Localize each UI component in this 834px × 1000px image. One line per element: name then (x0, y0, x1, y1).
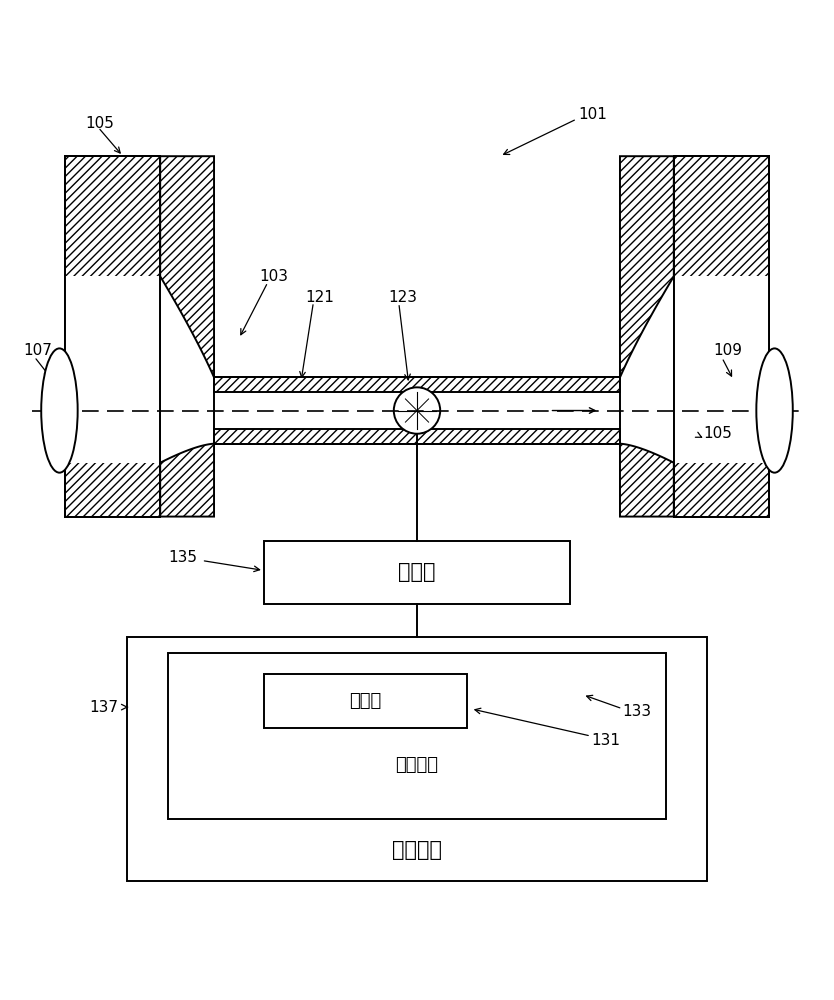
Text: 105: 105 (703, 426, 731, 441)
Text: 103: 103 (259, 269, 289, 284)
Text: 137: 137 (90, 700, 118, 715)
Bar (674, 156, 769, 517)
Polygon shape (160, 156, 214, 377)
Ellipse shape (41, 348, 78, 473)
Text: 121: 121 (305, 290, 334, 305)
Polygon shape (160, 444, 214, 517)
Text: 手持单元: 手持单元 (392, 840, 442, 860)
Text: 107: 107 (23, 343, 53, 358)
Polygon shape (620, 156, 674, 377)
Polygon shape (620, 444, 674, 517)
Bar (65, 156, 160, 517)
Text: 131: 131 (591, 733, 620, 748)
Bar (214, 377, 620, 392)
Text: 133: 133 (622, 704, 651, 719)
Circle shape (394, 387, 440, 434)
Text: 101: 101 (579, 107, 607, 122)
Bar (168, 653, 666, 819)
Bar (674, 276, 769, 463)
Bar (264, 674, 467, 728)
Bar (264, 541, 570, 604)
Bar (214, 429, 620, 444)
Text: 配置工具: 配置工具 (395, 756, 439, 774)
Text: 123: 123 (388, 290, 417, 305)
Text: 109: 109 (714, 343, 742, 358)
Bar (127, 637, 707, 881)
Bar (65, 276, 160, 463)
Text: 发送器: 发送器 (399, 562, 435, 582)
Ellipse shape (756, 348, 793, 473)
Text: 105: 105 (86, 116, 114, 131)
Text: 处理器: 处理器 (349, 692, 381, 710)
Text: 135: 135 (168, 550, 198, 565)
